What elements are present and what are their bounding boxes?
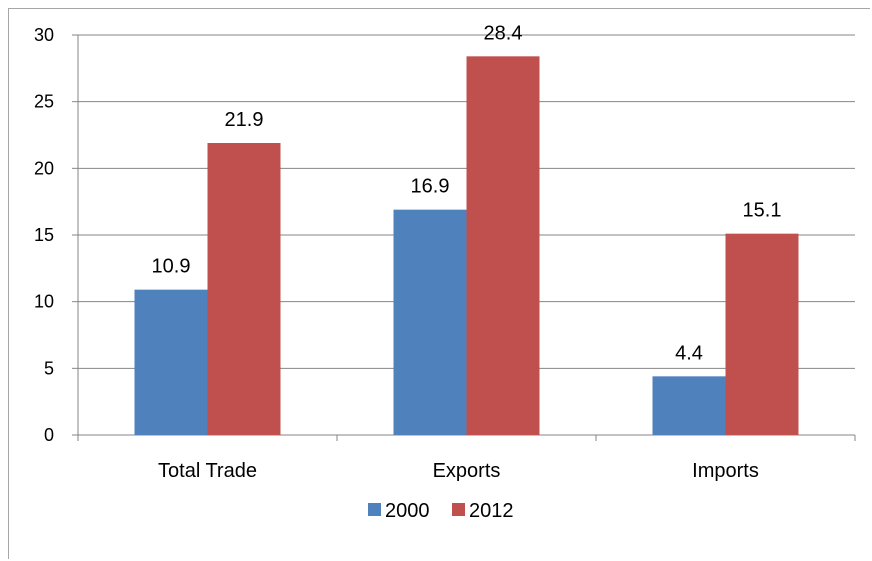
x-tick-label: Total Trade — [158, 460, 257, 482]
bar-2012-total-trade — [207, 143, 281, 435]
legend-label: 2000 — [385, 500, 430, 522]
y-tick-label: 10 — [34, 292, 54, 312]
bar-2000-total-trade — [134, 289, 208, 435]
legend-label: 2012 — [469, 500, 514, 522]
data-label: 21.9 — [225, 109, 264, 131]
y-tick-label: 5 — [44, 358, 54, 378]
bar-2000-imports — [652, 376, 726, 435]
bar-2000-exports — [393, 209, 467, 435]
data-label: 10.9 — [152, 256, 191, 278]
y-tick-label: 30 — [34, 25, 54, 45]
legend-swatch-2012 — [452, 503, 465, 516]
chart-frame — [8, 8, 870, 559]
y-tick-label: 15 — [34, 225, 54, 245]
y-tick-label: 25 — [34, 92, 54, 112]
data-label: 28.4 — [484, 22, 523, 44]
y-tick-label: 0 — [44, 425, 54, 445]
legend-swatch-2000 — [368, 503, 381, 516]
data-label: 16.9 — [411, 176, 450, 198]
legend: 2000 2012 — [368, 500, 514, 522]
y-tick-label: 20 — [34, 158, 54, 178]
x-tick-label: Exports — [433, 460, 501, 482]
data-label: 4.4 — [675, 342, 703, 364]
bar-2012-exports — [466, 56, 540, 435]
bar-2012-imports — [725, 233, 799, 435]
x-tick-label: Imports — [692, 460, 759, 482]
data-label: 15.1 — [743, 200, 782, 222]
